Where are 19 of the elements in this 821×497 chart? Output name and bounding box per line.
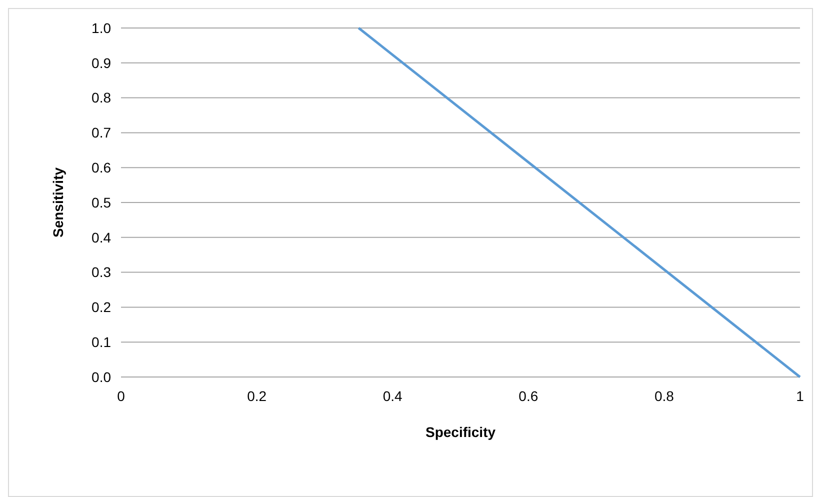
y-tick-label: 0.5 bbox=[92, 194, 112, 210]
y-tick-label: 0.8 bbox=[92, 90, 112, 106]
x-tick-label: 0.2 bbox=[247, 388, 267, 404]
y-tick-label: 0.0 bbox=[92, 368, 112, 385]
x-tick-label: 0 bbox=[117, 388, 126, 404]
x-tick-label: 0.4 bbox=[382, 388, 403, 404]
y-tick-label: 1.0 bbox=[92, 20, 112, 36]
x-tick-label: 1 bbox=[796, 388, 804, 404]
y-tick-label: 0.4 bbox=[92, 229, 112, 246]
y-tick-label: 0.9 bbox=[92, 54, 112, 71]
y-tick-label: 0.6 bbox=[92, 160, 112, 176]
y-tick-label: 0.3 bbox=[92, 264, 112, 280]
x-axis-title: Specificity bbox=[425, 424, 496, 440]
y-axis-title: Sensitivity bbox=[50, 167, 66, 238]
x-tick-label: 0.6 bbox=[518, 388, 538, 404]
y-tick-label: 0.7 bbox=[92, 124, 112, 141]
x-tick-label: 0.8 bbox=[654, 388, 674, 404]
y-tick-label: 0.1 bbox=[92, 334, 112, 350]
y-tick-label: 0.2 bbox=[92, 299, 112, 316]
